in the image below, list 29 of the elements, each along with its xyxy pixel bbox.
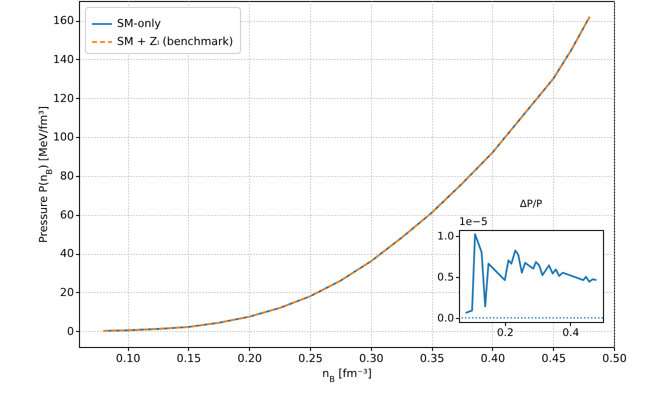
- x-tick-label: 0.45: [541, 352, 566, 365]
- y-tick-label: 40: [60, 247, 74, 260]
- x-tick-label: 0.4: [562, 327, 580, 339]
- line-series: [464, 233, 598, 314]
- x-tick-label: 0.2: [496, 327, 514, 339]
- legend-label: SM + Zₗ (benchmark): [117, 35, 234, 48]
- y-tick-label: 60: [60, 208, 74, 222]
- x-axis-title: n$_{B}$ [fm⁻³]: [322, 367, 372, 384]
- x-tick-label: 0.30: [359, 352, 384, 365]
- y-tick-label: 80: [60, 169, 74, 182]
- y-tick-label: 160: [53, 14, 74, 28]
- y-tick-label: 20: [60, 286, 74, 299]
- y-tick-label: 140: [53, 52, 74, 66]
- y-tick-label: 0.5: [437, 271, 454, 284]
- y-tick-label: 0.0: [437, 312, 454, 324]
- annotation: 1e−5: [459, 216, 488, 228]
- x-tick-label: 0.15: [176, 352, 202, 365]
- y-tick-label: 0: [67, 324, 74, 338]
- chart-title: ΔP/P: [520, 199, 542, 210]
- x-tick-label: 0.10: [116, 352, 140, 365]
- x-tick-label: 0.25: [298, 352, 323, 365]
- legend-label: SM-only: [117, 17, 162, 30]
- y-tick-label: 120: [53, 92, 74, 105]
- y-tick-label: 100: [53, 130, 74, 144]
- x-tick-label: 0.40: [480, 352, 506, 365]
- x-tick-label: 0.50: [602, 352, 627, 365]
- x-tick-label: 0.20: [237, 352, 262, 365]
- y-tick-label: 1.0: [437, 230, 454, 242]
- x-tick-label: 0.35: [420, 352, 444, 365]
